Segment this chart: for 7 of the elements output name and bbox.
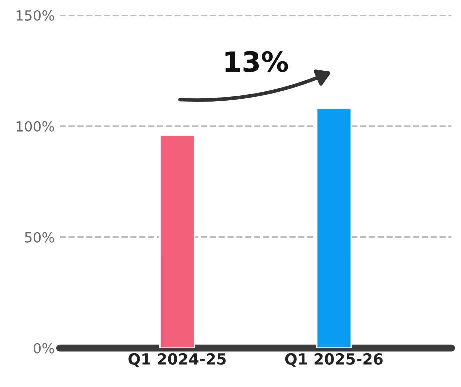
y-tick-label: 150%: [16, 10, 54, 21]
y-tick-label: 50%: [25, 232, 54, 243]
annotation: 13%: [226, 51, 288, 72]
y-tick-label: 100%: [16, 121, 54, 132]
x-tick-label: Q1 2024-25: [128, 353, 226, 367]
x-tick-label: Q1 2025-26: [285, 353, 383, 367]
y-tick-label: 0%: [34, 343, 54, 354]
